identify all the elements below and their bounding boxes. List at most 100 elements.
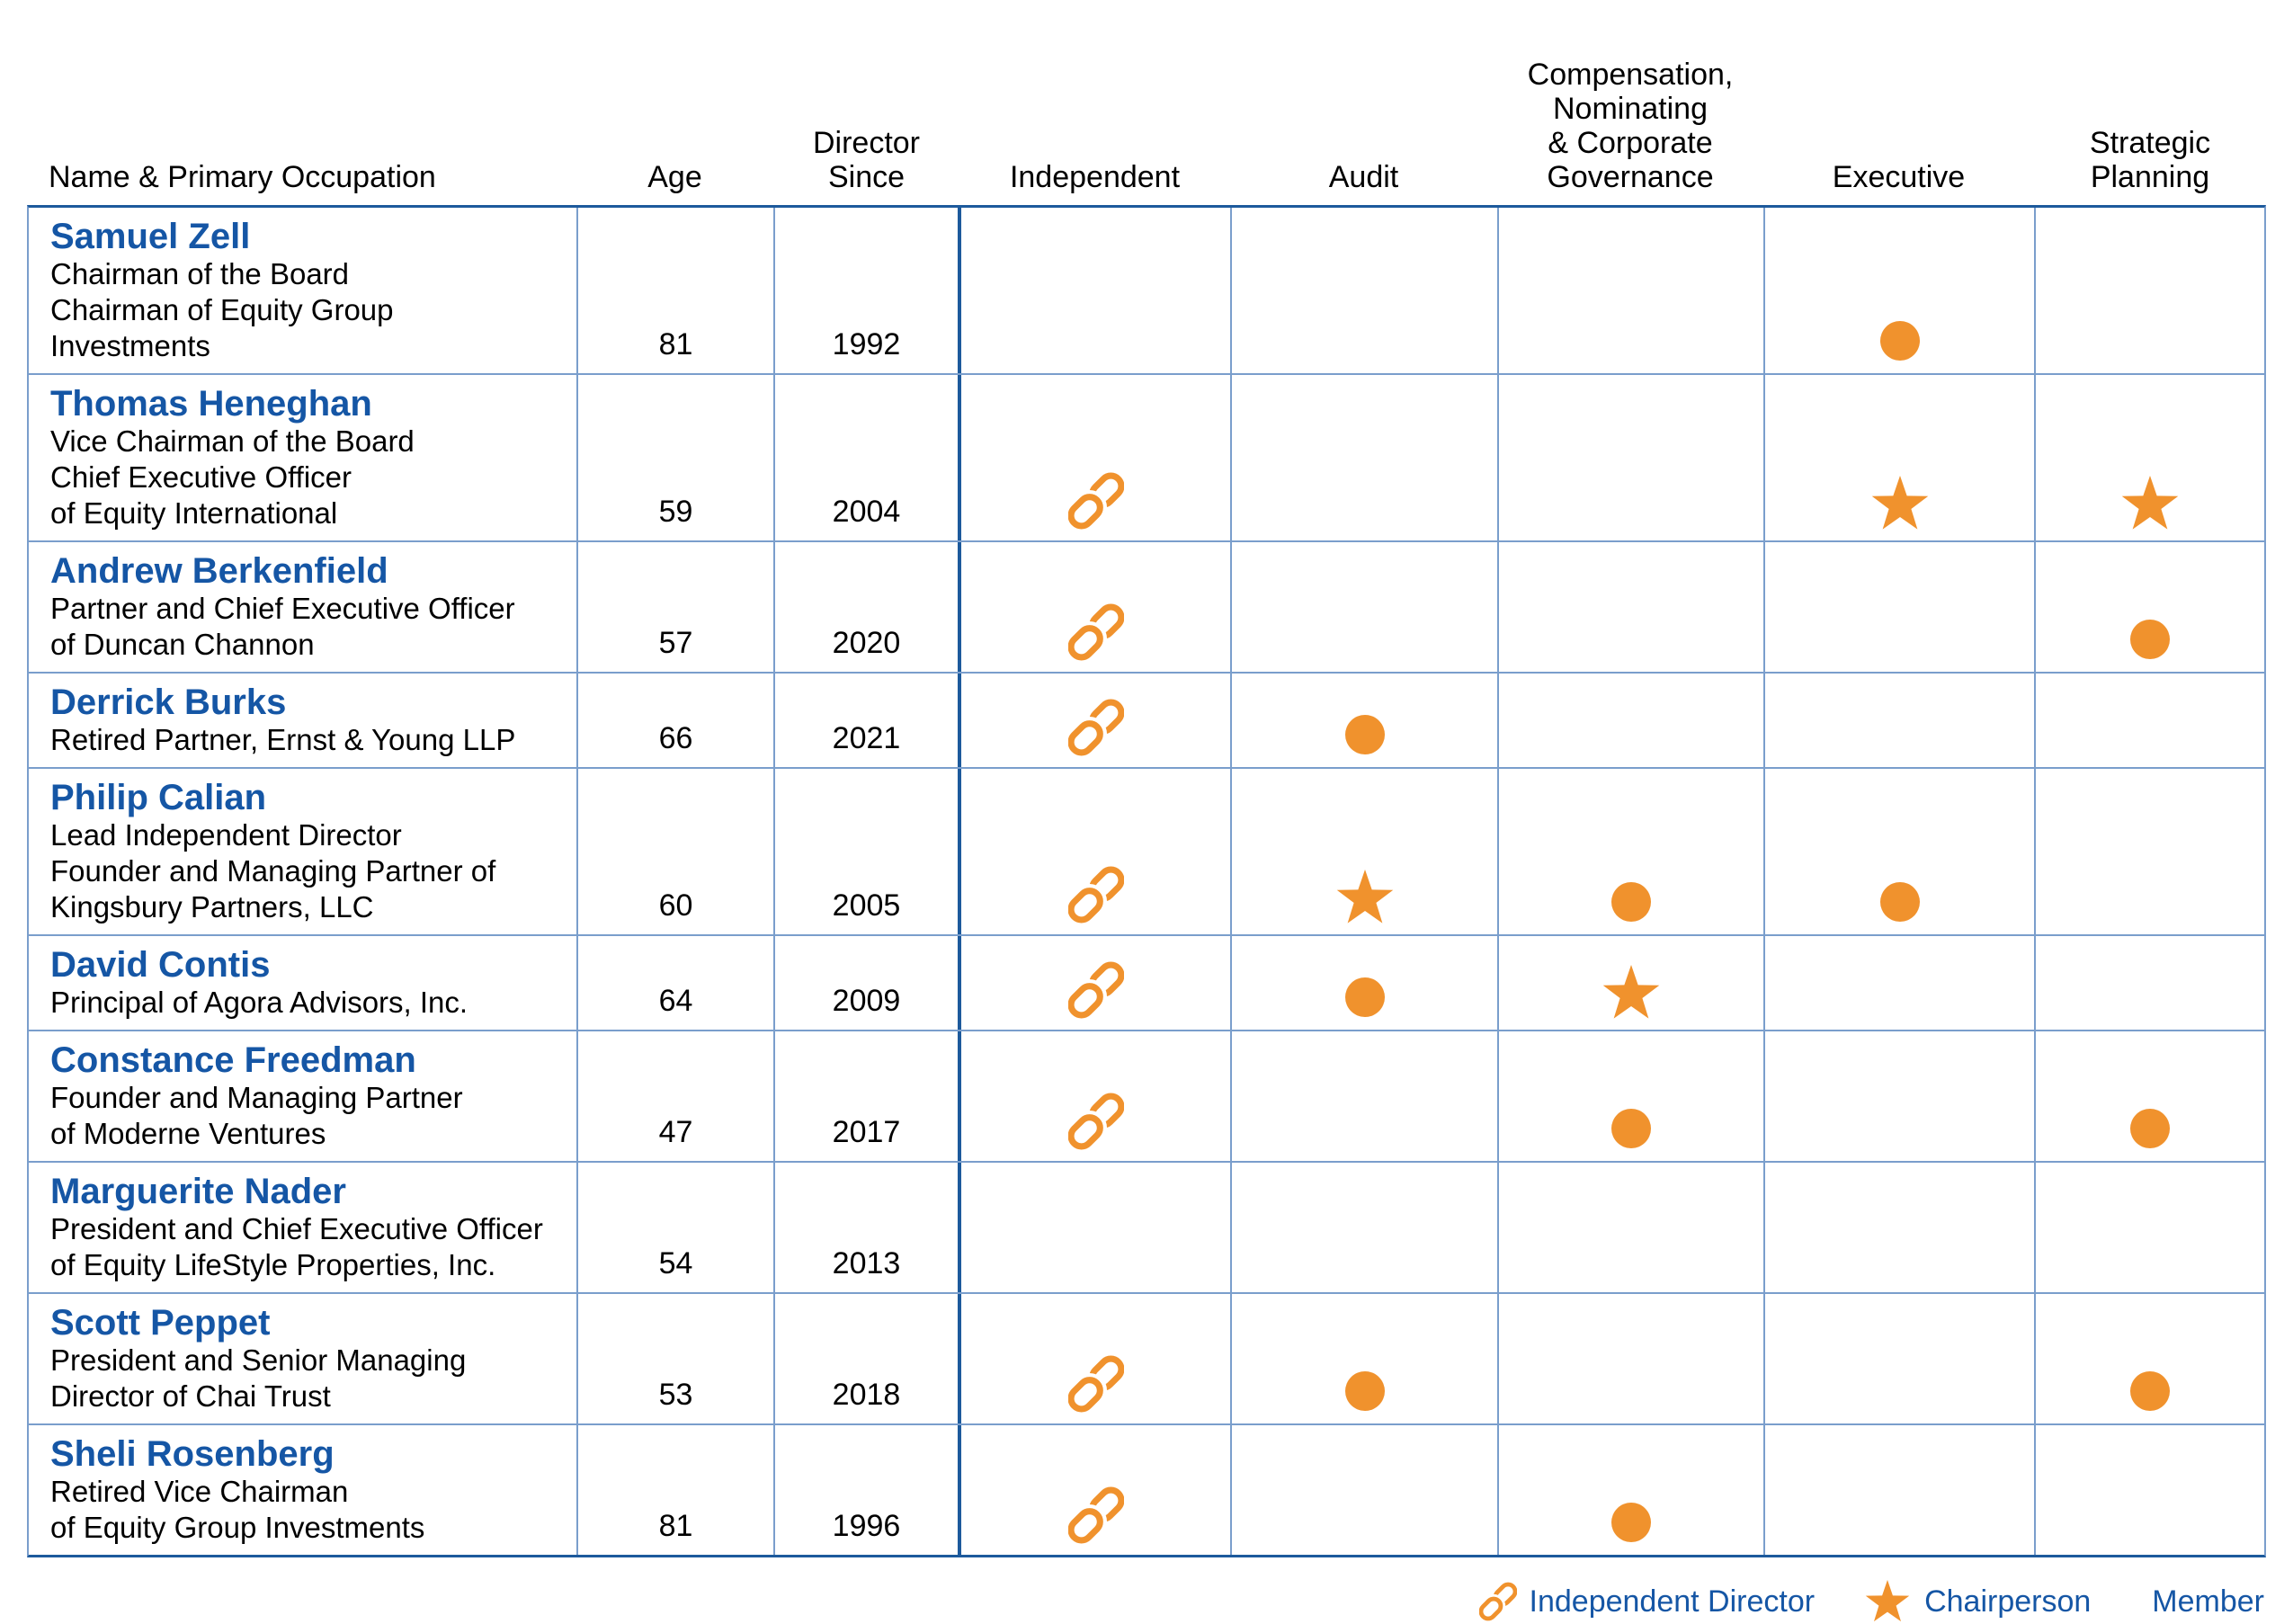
member-dot-icon <box>1344 977 1385 1017</box>
audit-cell <box>1232 1163 1499 1292</box>
independent-cell <box>961 542 1232 672</box>
director-occupation: Retired Vice Chairman of Equity Group In… <box>50 1475 425 1544</box>
governance-cell <box>1499 1425 1765 1555</box>
table-body: Samuel Zell Chairman of the Board Chairm… <box>27 205 2266 1557</box>
director-occupation: Founder and Managing Partner of Moderne … <box>50 1081 463 1150</box>
strategic-cell <box>2036 1163 2264 1292</box>
name-occupation-cell: Philip Calian Lead Independent Director … <box>29 769 578 934</box>
executive-cell <box>1765 208 2036 373</box>
director-occupation: Principal of Agora Advisors, Inc. <box>50 986 468 1019</box>
table-row: Scott Peppet President and Senior Managi… <box>29 1294 2264 1425</box>
audit-cell <box>1232 375 1499 540</box>
member-dot-icon <box>1879 882 1920 922</box>
legend-item-chairperson: Chairperson <box>1863 1580 2091 1623</box>
audit-cell <box>1232 1294 1499 1423</box>
director-occupation: Partner and Chief Executive Officer of D… <box>50 592 515 661</box>
independent-director-link-icon <box>1067 472 1124 533</box>
member-dot-icon <box>1344 715 1385 754</box>
age-cell: 57 <box>578 542 775 672</box>
independent-director-link-icon <box>1067 866 1124 927</box>
legend-label: Chairperson <box>1924 1584 2092 1619</box>
director-name: David Contis <box>50 945 271 985</box>
legend-item-member: Member <box>2139 1584 2264 1620</box>
table-row: Samuel Zell Chairman of the Board Chairm… <box>29 208 2264 375</box>
independent-director-link-icon <box>1067 603 1124 665</box>
member-dot-icon <box>1879 321 1920 361</box>
executive-cell <box>1765 375 2036 540</box>
director-name: Samuel Zell <box>50 217 251 256</box>
director-name: Andrew Berkenfield <box>50 551 388 591</box>
age-cell: 59 <box>578 375 775 540</box>
governance-cell <box>1499 769 1765 934</box>
member-dot-icon <box>1611 1109 1651 1148</box>
governance-cell <box>1499 936 1765 1030</box>
audit-cell <box>1232 936 1499 1030</box>
director-name: Philip Calian <box>50 778 267 817</box>
header-director-since: Director Since <box>812 126 921 194</box>
chairperson-star-icon <box>1865 1580 1910 1622</box>
name-occupation-cell: Andrew Berkenfield Partner and Chief Exe… <box>29 542 578 672</box>
executive-cell <box>1765 674 2036 767</box>
age-cell: 81 <box>578 1425 775 1555</box>
director-occupation: Lead Independent Director Founder and Ma… <box>50 818 496 924</box>
audit-cell <box>1232 769 1499 934</box>
executive-cell <box>1765 1031 2036 1161</box>
age-cell: 47 <box>578 1031 775 1161</box>
independent-cell <box>961 375 1232 540</box>
table-row: Derrick Burks Retired Partner, Ernst & Y… <box>29 674 2264 769</box>
director-occupation: Retired Partner, Ernst & Young LLP <box>50 723 516 756</box>
independent-cell <box>961 936 1232 1030</box>
governance-cell <box>1499 375 1765 540</box>
audit-cell <box>1232 1031 1499 1161</box>
name-occupation-cell: Thomas Heneghan Vice Chairman of the Boa… <box>29 375 578 540</box>
name-occupation-cell: Marguerite Nader President and Chief Exe… <box>29 1163 578 1292</box>
audit-cell <box>1232 542 1499 672</box>
header-audit: Audit <box>1328 160 1399 194</box>
age-cell: 54 <box>578 1163 775 1292</box>
age-cell: 66 <box>578 674 775 767</box>
independent-cell <box>961 208 1232 373</box>
independent-cell <box>961 1294 1232 1423</box>
independent-director-link-icon <box>1067 961 1124 1022</box>
independent-cell <box>961 1425 1232 1555</box>
strategic-cell <box>2036 1031 2264 1161</box>
director-occupation: President and Chief Executive Officer of… <box>50 1212 543 1281</box>
director-name: Thomas Heneghan <box>50 384 372 424</box>
member-dot-icon <box>1611 1503 1651 1542</box>
table-row: Sheli Rosenberg Retired Vice Chairman of… <box>29 1425 2264 1555</box>
member-dot-icon <box>2130 1109 2170 1148</box>
independent-cell <box>961 769 1232 934</box>
independent-director-link-icon <box>1067 1355 1124 1416</box>
table-row: Marguerite Nader President and Chief Exe… <box>29 1163 2264 1294</box>
name-occupation-cell: Derrick Burks Retired Partner, Ernst & Y… <box>29 674 578 767</box>
chairperson-star-icon <box>1602 965 1660 1019</box>
director-occupation: Vice Chairman of the Board Chief Executi… <box>50 424 415 530</box>
audit-cell <box>1232 674 1499 767</box>
independent-director-link-icon <box>1067 699 1124 760</box>
governance-cell <box>1499 674 1765 767</box>
executive-cell <box>1765 1163 2036 1292</box>
governance-cell <box>1499 1163 1765 1292</box>
table-row: Philip Calian Lead Independent Director … <box>29 769 2264 936</box>
chairperson-star-icon <box>1871 476 1928 530</box>
chairperson-star-icon <box>2121 476 2179 530</box>
director-name: Marguerite Nader <box>50 1172 346 1211</box>
strategic-cell <box>2036 769 2264 934</box>
independent-cell <box>961 1163 1232 1292</box>
strategic-cell <box>2036 936 2264 1030</box>
strategic-cell <box>2036 208 2264 373</box>
director-name: Scott Peppet <box>50 1303 271 1343</box>
header-independent: Independent <box>1009 160 1181 194</box>
independent-director-link-icon <box>1067 1093 1124 1154</box>
legend-link-icon-slot <box>1478 1579 1517 1624</box>
audit-cell <box>1232 208 1499 373</box>
member-dot-icon <box>1611 882 1651 922</box>
table-row: Andrew Berkenfield Partner and Chief Exe… <box>29 542 2264 674</box>
strategic-cell <box>2036 1425 2264 1555</box>
age-cell: 60 <box>578 769 775 934</box>
independent-cell <box>961 1031 1232 1161</box>
header-governance: Compensation, Nominating & Corporate Gov… <box>1527 58 1734 194</box>
name-occupation-cell: Sheli Rosenberg Retired Vice Chairman of… <box>29 1425 578 1555</box>
director-since-cell: 2004 <box>775 375 961 540</box>
